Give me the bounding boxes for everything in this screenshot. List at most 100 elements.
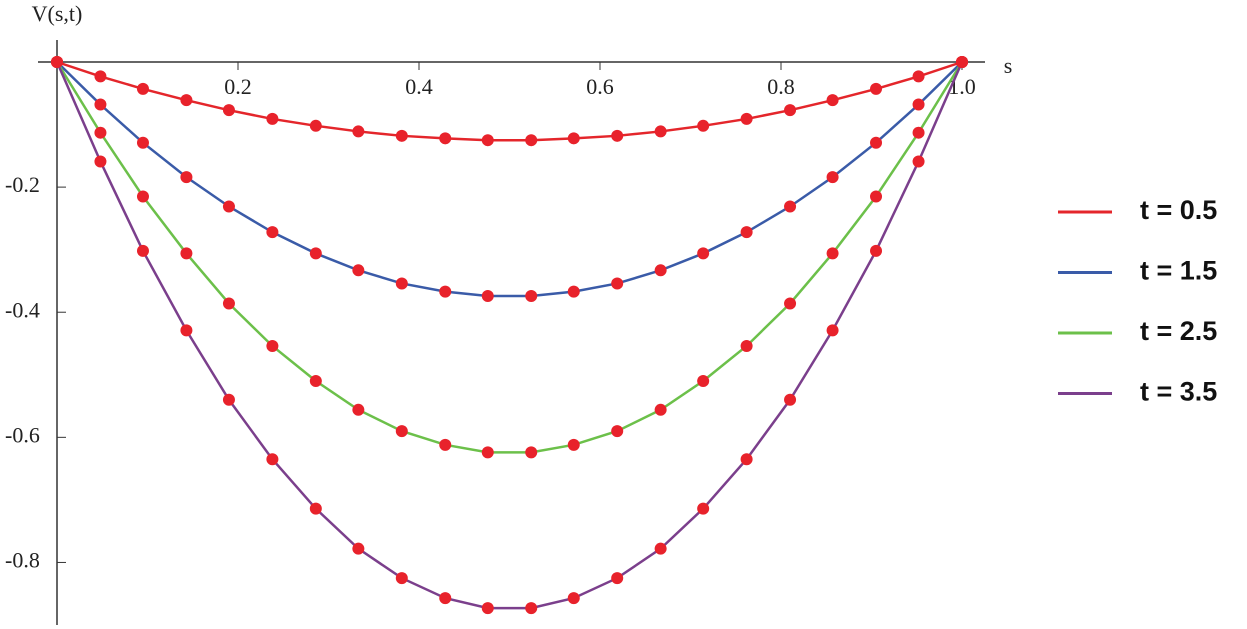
data-point [912,126,925,139]
series-line [56,61,963,298]
x-tick-label: 0.6 [586,74,614,99]
data-point [395,572,408,585]
data-point [352,542,365,555]
data-point [266,340,279,353]
data-point [654,264,667,277]
series-line [55,61,964,454]
data-point [136,82,149,95]
data-point [912,155,925,168]
data-point [266,453,279,466]
data-point [136,190,149,203]
data-point [611,572,624,585]
data-point [525,446,538,459]
data-point [94,70,107,83]
data-point [870,136,883,149]
data-point [266,226,279,239]
data-point [654,542,667,555]
data-point [784,104,797,117]
data-point [266,112,279,125]
data-point [654,125,667,138]
data-point [352,264,365,277]
legend-label: t = 2.5 [1140,316,1217,346]
data-point [697,247,710,260]
data-point [870,82,883,95]
data-point [439,132,452,145]
data-point [481,289,494,302]
data-point [309,502,322,515]
series-line [56,60,963,142]
x-tick-label: 0.8 [767,74,795,99]
data-point [222,297,235,310]
data-point [222,393,235,406]
data-point [481,602,494,615]
series-line [55,61,964,610]
data-point [826,94,839,107]
x-axis-label: s [1004,53,1013,78]
data-point [439,285,452,298]
data-point [309,247,322,260]
data-point [439,592,452,605]
data-point [525,602,538,615]
data-point [567,438,580,451]
data-point [567,132,580,145]
data-point [180,247,193,260]
data-point [136,136,149,149]
data-point [352,125,365,138]
data-point [826,171,839,184]
y-axis-label: V(s,t) [32,1,83,26]
y-tick-label: -0.4 [5,297,40,322]
data-point [784,393,797,406]
data-point [870,190,883,203]
data-point [94,98,107,111]
data-point [697,375,710,388]
data-point [481,134,494,147]
data-point [567,285,580,298]
data-point [740,112,753,125]
data-point [912,98,925,111]
data-point [567,592,580,605]
data-point [740,340,753,353]
y-tick-label: -0.2 [5,172,40,197]
legend-label: t = 0.5 [1140,195,1217,225]
data-point [395,129,408,142]
data-point [222,104,235,117]
data-point [525,289,538,302]
data-point [611,129,624,142]
data-point [826,324,839,337]
data-point [180,171,193,184]
data-point [525,134,538,147]
y-tick-label: -0.8 [5,547,40,572]
data-point [740,226,753,239]
y-tick-label: -0.6 [5,422,40,447]
data-point [180,94,193,107]
data-point [956,56,968,68]
data-point [697,119,710,132]
data-point [222,200,235,213]
x-tick-label: 0.2 [224,74,252,99]
data-point [654,403,667,416]
data-point [697,502,710,515]
data-point [439,438,452,451]
data-point [180,324,193,337]
data-point [395,277,408,290]
x-tick-label: 0.4 [405,74,433,99]
data-point [611,277,624,290]
legend-label: t = 1.5 [1140,256,1217,286]
data-point [481,446,494,459]
data-point [784,297,797,310]
data-point [912,70,925,83]
legend-label: t = 3.5 [1140,377,1217,407]
data-point [136,244,149,257]
data-point [784,200,797,213]
data-point [352,403,365,416]
data-point [309,119,322,132]
data-point [51,56,63,68]
data-point [740,453,753,466]
data-point [611,425,624,438]
data-point [826,247,839,260]
data-point [309,375,322,388]
data-point [94,155,107,168]
data-point [94,126,107,139]
data-point [870,244,883,257]
